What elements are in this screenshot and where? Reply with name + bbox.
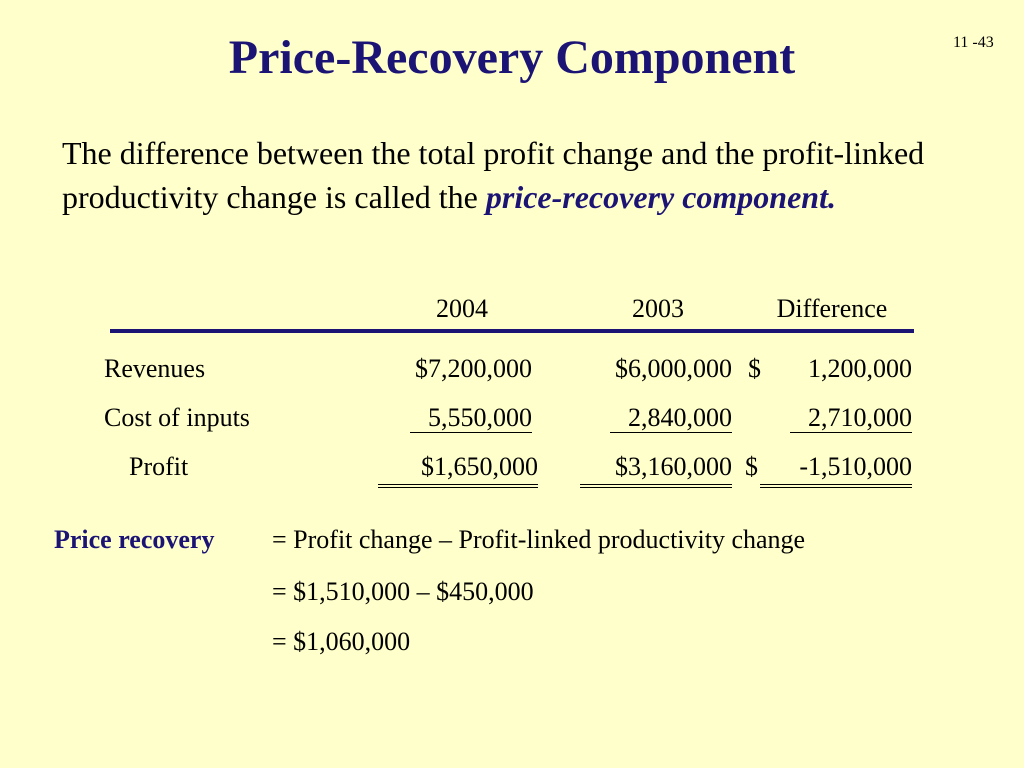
cost-2003: 2,840,000	[610, 403, 732, 433]
column-header-difference: Difference	[776, 294, 888, 323]
revenues-2004: $7,200,000	[415, 354, 532, 383]
profit-2004-cell: $1,650,000	[340, 452, 538, 488]
intro-text: The difference between the total profit …	[62, 135, 925, 215]
cost-diff: 2,710,000	[790, 403, 912, 433]
table-header-rule	[110, 329, 914, 333]
column-header-2003: 2003	[632, 294, 684, 323]
profit-diff-cell: -1,510,000	[760, 452, 912, 488]
key-term: price-recovery component	[485, 179, 828, 215]
formula-label: Price recovery	[54, 525, 215, 554]
revenues-diff: 1,200,000	[808, 354, 912, 383]
profit-2003-cell: $3,160,000	[540, 452, 732, 488]
revenues-diff-currency: $	[748, 354, 761, 383]
column-header-2004: 2004	[436, 294, 488, 323]
profit-2003: $3,160,000	[580, 452, 732, 488]
slide-number: 11 -43	[953, 34, 994, 51]
formula-line-1: = Profit change – Profit-linked producti…	[272, 525, 806, 554]
intro-period: .	[827, 179, 836, 215]
formula-line-3: = $1,060,000	[272, 627, 411, 656]
profit-diff: -1,510,000	[760, 452, 912, 488]
cost-2004: 5,550,000	[410, 403, 532, 433]
formula-line-2: = $1,510,000 – $450,000	[272, 577, 534, 606]
profit-2004: $1,650,000	[378, 452, 538, 488]
slide-title: Price-Recovery Component	[228, 31, 796, 84]
intro-paragraph: The difference between the total profit …	[62, 131, 942, 219]
cost-2004-cell: 5,550,000	[340, 403, 532, 433]
revenues-2003: $6,000,000	[615, 354, 732, 383]
row-label-cost-of-inputs: Cost of inputs	[104, 403, 250, 432]
cost-2003-cell: 2,840,000	[540, 403, 732, 433]
row-label-profit: Profit	[129, 452, 189, 481]
profit-diff-currency: $	[745, 452, 758, 481]
row-label-revenues: Revenues	[104, 354, 206, 383]
cost-diff-cell: 2,710,000	[724, 403, 912, 433]
